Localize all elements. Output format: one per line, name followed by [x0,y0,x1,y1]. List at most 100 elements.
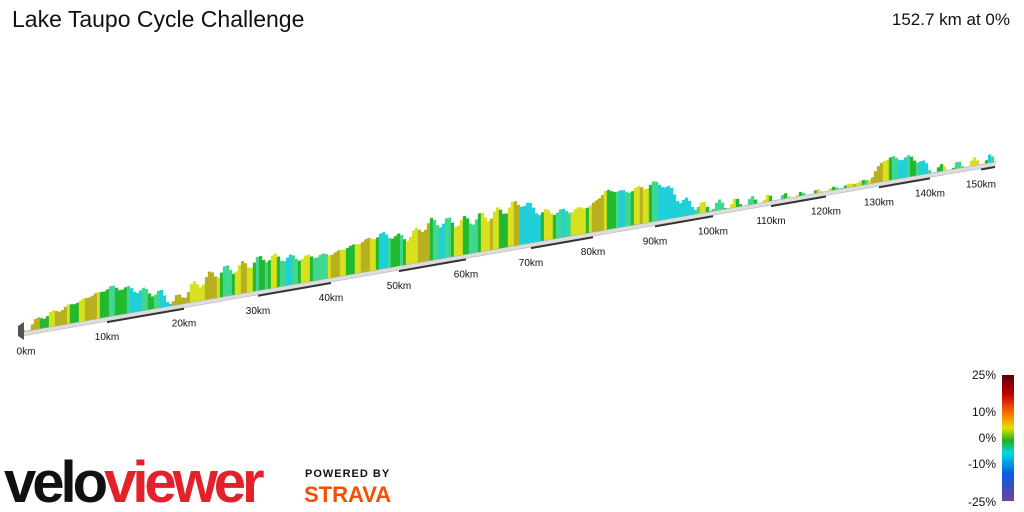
distance-label: 60km [454,269,478,280]
profile-strip [579,207,584,235]
profile-strip [921,160,926,175]
profile-strip [669,187,674,219]
profile-strip [522,205,527,245]
profile-strip [468,223,473,255]
profile-strip [117,289,122,316]
profile-strip [423,229,428,262]
profile-strip [195,284,200,302]
profile-strip [618,189,623,228]
profile-strip [327,255,332,279]
km-band [771,195,826,208]
profile-strip [135,292,140,313]
profile-strip [609,190,614,230]
profile-strip [150,296,155,310]
distance-label: 0km [17,346,36,357]
profile-strip [507,207,512,248]
profile-strip [534,213,539,243]
profile-strip [636,185,641,225]
km-band [879,177,930,189]
profile-strip [594,200,599,233]
profile-strip [870,177,875,184]
profile-strip [474,219,479,254]
profile-strip [219,272,224,298]
profile-strip [597,197,602,232]
profile-strip [153,294,158,310]
profile-strip [273,253,278,289]
profile-strip [57,311,62,326]
profile-strip [378,233,383,270]
profile-strip [768,195,773,202]
profile-strip [453,226,458,257]
profile-strip [957,161,962,169]
profile-strip [666,185,671,220]
profile-strip [231,273,236,296]
profile-strip [111,285,116,317]
profile-strip [228,269,233,297]
profile-strip [306,254,311,283]
profile-strip [417,229,422,263]
distance-label: 140km [915,188,945,199]
profile-strip [366,237,371,272]
profile-strip [585,207,590,234]
profile-strip [270,255,275,289]
profile-strip [108,285,113,317]
profile-strip [885,159,890,182]
profile-strip [138,290,143,312]
profile-strip [624,191,629,227]
profile-strip [672,194,677,219]
profile-strip [396,233,401,267]
profile-strip [915,162,920,176]
profile-strip [237,264,242,295]
profile-strip [858,180,863,186]
profile-strip [681,199,686,217]
profile-strip [87,297,92,321]
profile-strip [177,294,182,305]
profile-strip [252,262,257,292]
profile-strip [903,157,908,179]
profile-strip [765,194,770,203]
legend-label: -10% [968,457,996,471]
profile-strip [414,227,419,264]
profile-strip [567,212,572,237]
profile-strip [489,218,494,251]
profile-strip [246,267,251,293]
distance-labels: 0km 10km 20km 30km 40km 50km 60km 70km 80km 90km 1… [17,179,996,357]
profile-strip [300,258,305,284]
profile-strip [639,186,644,225]
profile-strip [66,304,71,325]
profile-strip [684,197,689,217]
profile-strip [549,213,554,240]
profile-strip [576,206,581,236]
profile-strip [942,166,947,172]
profile-strip [336,250,341,278]
profile-strip [420,231,425,263]
profile-strip [570,211,575,237]
profile-strip [120,289,125,315]
profile-strip [210,272,215,300]
profile-strip [72,303,77,324]
profile-strip [894,157,899,180]
profile-strip [264,261,269,290]
profile-strip [888,157,893,181]
profile-strip [30,324,35,331]
profile-strip [351,244,356,275]
profile-strip [297,260,302,284]
distance-label: 50km [387,281,411,292]
profile-strip [330,254,335,279]
distance-label: 80km [581,247,605,258]
profile-strip [501,213,506,249]
distance-label: 150km [966,179,996,190]
legend: 25% 10% 0% -10% -25% [968,368,996,509]
profile-strip [441,223,446,259]
profile-strip [621,189,626,228]
profile-strip [114,287,119,316]
km-band [655,215,713,228]
profile-strip [600,194,605,232]
profile-strip [603,190,608,231]
profile-strip [45,315,50,328]
profile-strip [69,303,74,324]
profile-strip [909,156,914,178]
profile-strip [450,222,455,258]
profile-strip [279,260,284,288]
profile-strip [63,306,68,325]
